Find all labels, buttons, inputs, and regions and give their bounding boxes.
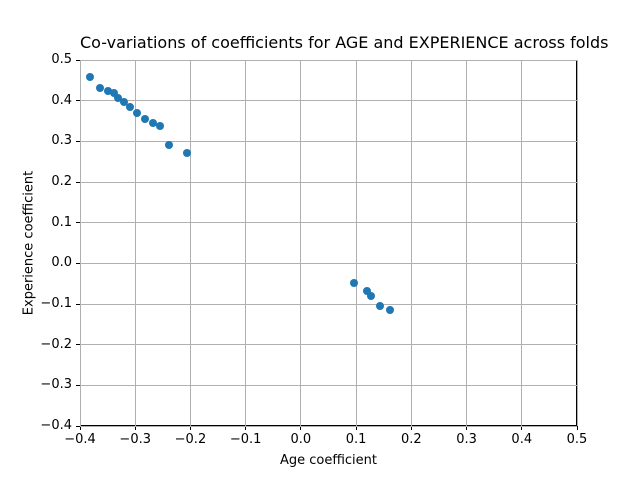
x-gridline	[466, 60, 468, 426]
data-point	[96, 84, 105, 93]
x-gridline	[576, 60, 578, 426]
x-tick-mark	[245, 426, 247, 430]
x-gridline	[300, 60, 302, 426]
data-point	[120, 98, 129, 107]
x-tick-mark	[134, 426, 136, 430]
x-tick-label: 0.5	[566, 432, 588, 447]
x-gridline	[521, 60, 523, 426]
y-tick-label: 0.3	[51, 133, 72, 149]
x-gridline	[410, 60, 412, 426]
y-tick-label: −0.1	[40, 296, 72, 311]
y-gridline	[80, 262, 577, 264]
data-point	[85, 73, 94, 82]
y-tick-label: −0.2	[40, 336, 72, 352]
data-point	[182, 148, 191, 157]
x-tick-label: 0.2	[400, 432, 422, 447]
y-tick-label: 0.1	[51, 214, 72, 230]
x-tick-label: 0.1	[345, 432, 367, 447]
data-point	[110, 88, 119, 97]
y-tick-mark	[76, 425, 80, 427]
y-tick-mark	[76, 222, 80, 224]
y-axis-label: Experience coefficient	[21, 170, 37, 316]
data-point	[114, 93, 123, 102]
data-point	[376, 301, 385, 310]
data-point	[141, 114, 150, 123]
plot-area: −0.4 −0.3 −0.2 −0.1 0.0 0.1 0.2 0.3 0.4 0.5 −0.4 −0…	[40, 52, 587, 447]
y-gridline	[80, 140, 577, 142]
x-tick-mark	[300, 426, 302, 430]
x-tick-mark	[410, 426, 412, 430]
y-gridline	[80, 59, 577, 61]
y-tick-mark	[76, 59, 80, 61]
y-tick-mark	[76, 181, 80, 183]
x-tick-mark	[355, 426, 357, 430]
data-point	[103, 86, 112, 95]
y-gridline	[80, 384, 577, 386]
y-tick-label: 0.5	[51, 52, 72, 67]
data-point	[367, 291, 376, 300]
y-tick-mark	[76, 262, 80, 264]
y-tick-mark	[76, 100, 80, 102]
x-tick-mark	[79, 426, 81, 430]
x-tick-mark	[521, 426, 523, 430]
y-tick-label: −0.3	[40, 377, 72, 393]
y-tick-mark	[76, 384, 80, 386]
data-point	[148, 118, 157, 127]
y-gridline	[80, 425, 577, 427]
y-tick-label: 0.4	[51, 92, 72, 108]
x-gridline	[245, 60, 247, 426]
x-tick-mark	[466, 426, 468, 430]
y-tick-mark	[76, 344, 80, 346]
x-tick-label: 0.0	[290, 432, 312, 447]
x-tick-label: 0.3	[456, 432, 477, 447]
x-tick-label: −0.3	[119, 432, 152, 447]
y-tick-label: 0.2	[51, 174, 72, 189]
data-point	[362, 286, 371, 295]
y-tick-label: −0.4	[40, 418, 72, 433]
y-gridline	[80, 344, 577, 346]
x-tick-label: 0.4	[511, 432, 533, 447]
chart-title: Co-variations of coefficients for AGE an…	[80, 33, 609, 52]
data-point	[349, 278, 358, 287]
data-point	[386, 305, 395, 314]
x-tick-mark	[576, 426, 578, 430]
y-gridline	[80, 100, 577, 102]
y-gridline	[80, 303, 577, 305]
data-point	[156, 121, 165, 130]
x-gridline	[355, 60, 357, 426]
y-gridline	[80, 222, 577, 224]
x-gridline	[79, 60, 81, 426]
axes-frame	[80, 60, 577, 426]
data-point	[165, 140, 174, 149]
y-tick-label: 0.0	[51, 255, 72, 271]
x-axis-label: Age coefficient	[279, 453, 378, 468]
data-point	[133, 108, 142, 117]
y-tick-mark	[76, 140, 80, 142]
x-tick-label: −0.4	[64, 432, 96, 447]
x-tick-label: −0.1	[229, 432, 262, 447]
x-gridline	[134, 60, 136, 426]
x-gridline	[189, 60, 191, 426]
y-gridline	[80, 181, 577, 183]
y-tick-mark	[76, 303, 80, 305]
x-tick-label: −0.2	[174, 432, 207, 447]
data-point	[125, 102, 134, 111]
x-tick-mark	[189, 426, 191, 430]
